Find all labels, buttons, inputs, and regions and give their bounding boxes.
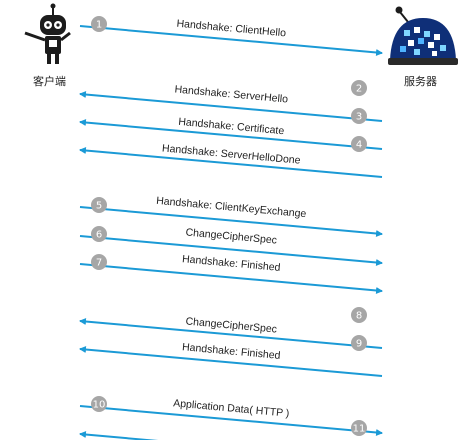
step-number-badge [351,80,367,96]
step-number-label: 6 [96,230,102,241]
message-label: ChangeCipherSpec [185,226,277,246]
step-number-badge [91,226,107,242]
message-arrow [79,91,383,122]
message-list: 1 Handshake: ClientHello 2 Handshake: Serve… [79,16,383,444]
message-3: 3 Handshake: Certificate [79,108,383,150]
message-arrow [79,25,383,56]
step-number-label: 8 [356,311,362,322]
step-number-label: 7 [96,258,102,269]
step-number-label: 1 [96,20,102,31]
message-5: 5 Handshake: ClientKeyExchange [79,195,383,237]
message-arrow [79,206,383,237]
step-number-label: 10 [93,400,106,411]
server-label: 服务器 [404,75,437,88]
step-number-label: 4 [356,140,362,151]
message-arrow [79,119,383,150]
step-number-label: 9 [356,339,362,350]
message-arrow [79,235,383,266]
step-number-label: 2 [356,84,362,95]
step-number-badge [351,136,367,152]
message-arrow [79,346,383,377]
message-label: Handshake: Certificate [178,116,285,137]
message-arrow [79,431,204,444]
step-number-label: 3 [356,112,362,123]
step-number-label: 11 [353,424,366,435]
client-robot-icon [24,3,71,64]
step-number-badge [351,335,367,351]
message-arrow [79,318,383,349]
message-label: Handshake: ServerHello [174,83,289,105]
step-number-badge [351,108,367,124]
message-1: 1 Handshake: ClientHello [79,16,383,56]
message-arrow [79,263,383,294]
message-2: 2 Handshake: ServerHello [79,80,383,122]
step-number-badge [91,197,107,213]
message-10: 10 Application Data( HTTP ) [79,396,383,436]
step-number-badge [91,254,107,270]
message-arrow [79,147,383,178]
message-11: 11 [79,420,367,444]
step-number-badge [91,16,107,32]
step-number-badge [91,396,107,412]
step-number-badge [351,420,367,436]
server-dome-icon [388,6,458,65]
step-number-label: 5 [96,201,102,212]
message-label: Handshake: Finished [182,253,281,274]
message-arrow [79,405,383,436]
step-number-badge [351,307,367,323]
client-label: 客户端 [33,75,66,88]
